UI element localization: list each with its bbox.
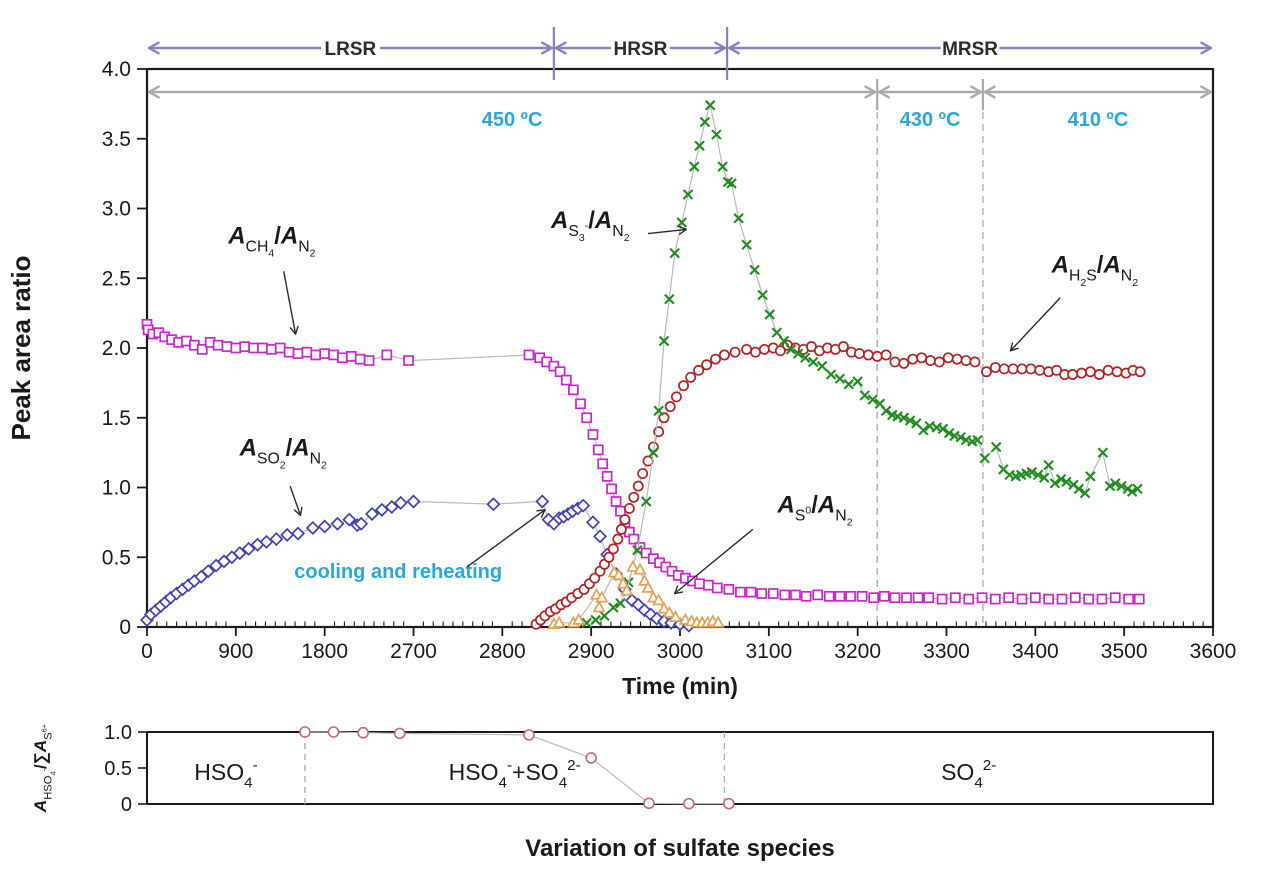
x-tick-label: 0	[141, 640, 153, 663]
stage-region-label: MRSR	[942, 39, 998, 60]
y-tick-label: 0.5	[102, 546, 131, 569]
stage-region-label: LRSR	[325, 39, 377, 60]
x-tick-label: 1800	[301, 640, 348, 663]
x-tick-label: 2900	[568, 640, 615, 663]
cooling-label: cooling and reheating	[294, 561, 502, 583]
ch4-label: ACH4/AN2	[227, 222, 315, 259]
series-annotations: ACH4/AN2 AS3-/AN2 ASO2/AN2 AS0/AN2 AH2S/AN2 c…	[227, 207, 1139, 595]
sulfate-subplot: 0 0.5 1.0 HSO4- HSO4-+SO42- SO42-	[104, 722, 1214, 816]
y-axis-title: Peak area ratio	[6, 255, 36, 440]
sulfate-region-hso4-so4: HSO4-+SO42-	[449, 757, 581, 792]
series-s3	[581, 100, 1143, 629]
x-tick-label: 3100	[745, 640, 792, 663]
sulfate-subplot-title: Variation of sulfate species	[525, 835, 834, 862]
series-ch4	[141, 318, 1145, 605]
temperature-label: 410 ºC	[1068, 109, 1129, 131]
series-so2	[139, 494, 696, 633]
y-tick-label: 0	[119, 616, 131, 639]
temperature-label: 450 ºC	[482, 109, 543, 131]
y-tick-label: 1.0	[102, 477, 131, 500]
stage-region-label: HRSR	[614, 39, 668, 60]
sulfate-y-tick-label: 0.5	[104, 758, 132, 780]
x-tick-label: 3600	[1190, 640, 1237, 663]
sulfate-region-so4: SO42-	[941, 757, 996, 792]
sulfate-subplot-title: Variation of sulfate species	[525, 835, 834, 862]
s0-label: AS0/AN2	[777, 492, 853, 529]
x-tick-label: 2700	[390, 640, 437, 663]
x-axis-title: Time (min)	[622, 673, 738, 699]
x-axis: 0 900 1800 2700 2800 2900 3000 3100 3200 3300 3400…	[141, 621, 1237, 663]
y-tick-label: 2.0	[102, 337, 131, 360]
x-tick-label: 900	[218, 640, 253, 663]
temperature-regions: 450 ºC 430 ºC 410 ºC	[147, 79, 1213, 131]
sulfate-region-hso4: HSO4-	[194, 757, 257, 792]
y-tick-label: 2.5	[102, 267, 131, 290]
reaction-stage-regions: LRSR HRSR MRSR	[147, 27, 1213, 80]
x-tick-label: 3400	[1012, 640, 1059, 663]
so2-label: ASO2/AN2	[239, 434, 327, 471]
y-tick-label: 3.0	[102, 198, 131, 221]
sulfate-y-tick-label: 1.0	[104, 722, 132, 744]
y-axis: 0 0.5 1.0 1.5 2.0 2.5 3.0 3.5 4.0	[102, 58, 147, 639]
x-tick-label: 3500	[1101, 640, 1148, 663]
x-tick-label: 3200	[834, 640, 881, 663]
x-tick-label: 2800	[479, 640, 526, 663]
x-tick-label: 3300	[923, 640, 970, 663]
x-tick-label: 3000	[657, 640, 704, 663]
h2s-label: AH2S/AN2	[1051, 252, 1139, 289]
sulfate-y-tick-label: 0	[121, 794, 132, 816]
y-tick-label: 4.0	[102, 58, 131, 81]
temperature-label: 430 ºC	[900, 109, 961, 131]
sulfate-y-axis-title: AHSO4-/∑AS6+	[31, 724, 57, 813]
y-tick-label: 1.5	[102, 407, 131, 430]
sulfate-y-axis-title: AHSO4-/∑AS6+	[31, 724, 57, 813]
s3-label: AS3-/AN2	[550, 207, 630, 244]
x-axis-title: Time (min)	[622, 673, 738, 699]
y-tick-label: 3.5	[102, 128, 131, 151]
series-s0	[547, 559, 725, 629]
y-axis-title: Peak area ratio	[6, 255, 36, 440]
